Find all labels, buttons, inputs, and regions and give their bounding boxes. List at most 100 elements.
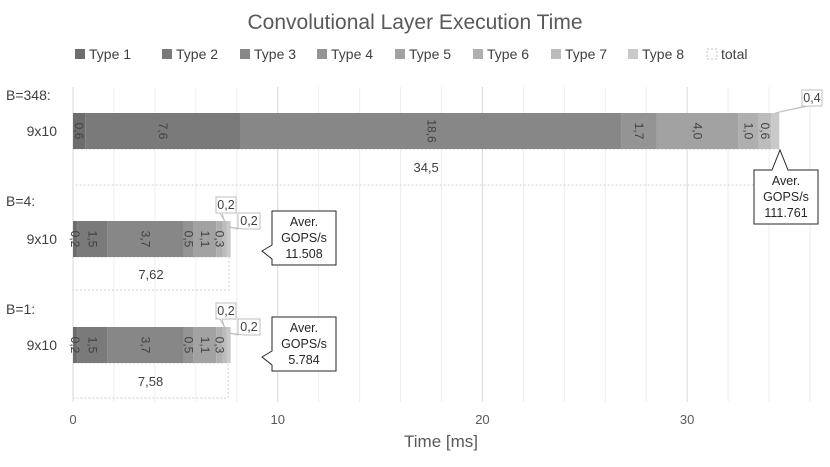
bar-segment-type-2 [77,327,108,363]
segment-label: 1,0 [742,123,756,140]
segment-label: 0,2 [68,337,82,354]
legend-label: Type 7 [565,46,607,62]
gops-callout-line: GOPS/s [763,190,809,204]
bar-segment-type-6 [738,113,759,149]
legend-item-9: total [706,46,747,62]
bar-segment-type-1 [73,327,78,363]
x-axis: 0 10 20 30 [69,412,694,427]
segment-callout-label: 0,2 [217,304,234,318]
legend-item-4: Type 4 [317,46,373,62]
segment-label: 7,6 [156,123,170,140]
segment-label: 0,5 [182,337,196,354]
group-label: B=348: [6,87,51,103]
segment-label: 0,3 [212,337,226,354]
segment-label: 4,0 [690,123,704,140]
bar-segment-type-2 [85,113,241,149]
segment-label: 1,7 [632,123,646,140]
gops-callout-line: Aver. [772,174,800,188]
segment-label: 1,5 [85,337,99,354]
segment-label: 1,1 [198,337,212,354]
segment-callout-box [215,302,237,328]
segment-label: 1,5 [85,231,99,248]
legend-item-7: Type 7 [551,46,607,62]
legend-swatch [240,49,250,59]
bar-segment-type-4 [183,327,194,363]
legend-swatch [551,49,561,59]
legend-label: Type 6 [487,46,529,62]
legend-item-6: Type 6 [473,46,529,62]
bar-segment-type-7 [222,221,227,257]
segment-callout: 0,2 [228,212,261,230]
gops-callout: Aver. GOPS/s 111.761 [753,148,819,225]
gops-callout-box [753,148,819,225]
legend-label: Type 2 [176,46,218,62]
segment-callout-label: 0,2 [217,198,234,212]
segment-callout: 0,2 [215,196,237,222]
segment-label: 3,7 [139,337,153,354]
legend-item-8: Type 8 [628,46,684,62]
total-label: 7,58 [138,374,163,389]
category-label: 9x10 [27,337,58,353]
segment-label: 0,6 [72,123,86,140]
bar-segment-type-4 [183,221,194,257]
segment-label: 0,3 [212,231,226,248]
legend-item-5: Type 5 [395,46,451,62]
segment-callout-label: 0,2 [240,320,257,334]
gops-callout: Aver. GOPS/s 11.508 [261,210,337,266]
legend-label: Type 8 [642,46,684,62]
x-tick-label: 10 [270,412,284,427]
group-label: B=1: [6,301,35,317]
legend-swatch [162,49,172,59]
legend-label: Type 3 [254,46,296,62]
segment-label: 18,6 [424,119,438,143]
bar-segment-type-6 [216,327,223,363]
bar-segment-type-5 [656,113,739,149]
segment-callout-label: 0,4 [803,91,820,105]
segment-callout: 0,2 [215,302,237,328]
bar-segment-type-2 [77,221,108,257]
legend-swatch [473,49,483,59]
gops-callout-line: 111.761 [764,206,807,220]
bar-segment-type-8 [226,327,231,363]
legend-swatch [317,49,327,59]
bar-segment-type-1 [73,221,78,257]
legend-item-2: Type 2 [162,46,218,62]
bar-segment-type-5 [193,327,217,363]
segment-label: 0,6 [758,123,772,140]
legend-label: Type 1 [89,46,131,62]
bar-segment-type-7 [222,327,227,363]
group-label: B=4: [6,193,35,209]
segment-callout-box [228,318,261,336]
gops-callout-line: 5.784 [288,353,319,367]
x-tick-label: 30 [680,412,694,427]
chart-title: Convolutional Layer Execution Time [247,11,582,34]
segment-callout: 0,2 [228,318,261,336]
legend-swatch [706,48,718,60]
segment-label: 0,5 [182,231,196,248]
bar-segment-type-3 [107,221,184,257]
legend-swatch [75,49,85,59]
bar-segment-type-5 [193,221,217,257]
segment-label: 0,2 [68,231,82,248]
x-tick-label: 20 [475,412,489,427]
gops-callout: Aver. GOPS/s 5.784 [261,316,337,372]
legend-label: total [721,46,747,62]
bar-segment-type-7 [758,113,772,149]
legend-label: Type 4 [331,46,373,62]
category-label: 9x10 [27,123,58,139]
x-axis-title: Time [ms] [404,432,478,451]
gops-callout-line: Aver. [290,321,318,335]
gops-callout-line: Aver. [290,215,318,229]
bar-segment-type-3 [240,113,622,149]
gops-callout-box [261,316,337,372]
segment-callout-box [215,196,237,222]
bar-segment-type-8 [226,221,231,257]
segment-label: 3,7 [139,231,153,248]
bar-segment-type-1 [73,113,86,149]
legend-item-1: Type 1 [75,46,131,62]
